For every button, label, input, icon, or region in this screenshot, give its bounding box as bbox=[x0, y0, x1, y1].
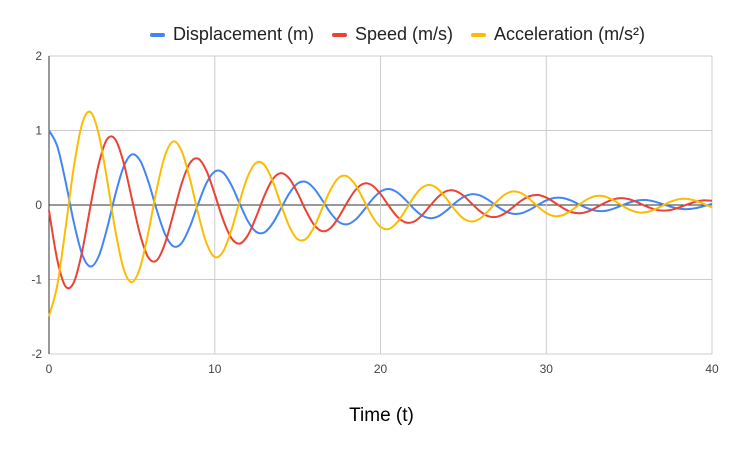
legend-item-speed[interactable]: Speed (m/s) bbox=[331, 24, 454, 45]
legend-item-acceleration[interactable]: Acceleration (m/s²) bbox=[471, 24, 645, 45]
legend-item-displacement[interactable]: Displacement (m) bbox=[149, 24, 314, 45]
y-tick-label: 2 bbox=[35, 49, 42, 63]
y-tick-label: -2 bbox=[31, 347, 42, 361]
legend: Displacement (m) Speed (m/s) Acceleratio… bbox=[0, 24, 735, 45]
legend-swatch-acceleration bbox=[471, 32, 487, 37]
x-tick-label: 0 bbox=[46, 362, 53, 376]
y-tick-label: 1 bbox=[35, 124, 42, 138]
series-line-speed bbox=[48, 135, 713, 290]
series-line-acceleration bbox=[48, 110, 713, 317]
x-tick-label: 10 bbox=[208, 362, 222, 376]
x-tick-label: 40 bbox=[705, 362, 719, 376]
y-tick-label: -1 bbox=[31, 273, 42, 287]
legend-swatch-displacement bbox=[149, 32, 165, 37]
legend-swatch-speed bbox=[331, 32, 347, 37]
x-tick-label: 30 bbox=[540, 362, 554, 376]
y-tick-label: 0 bbox=[35, 198, 42, 212]
legend-label-acceleration: Acceleration (m/s²) bbox=[494, 24, 646, 44]
series-line-displacement bbox=[48, 130, 713, 268]
x-axis-title: Time (t) bbox=[349, 405, 414, 426]
legend-label-speed: Speed (m/s) bbox=[354, 24, 454, 44]
x-tick-label: 20 bbox=[374, 362, 388, 376]
legend-label-displacement: Displacement (m) bbox=[172, 24, 314, 44]
